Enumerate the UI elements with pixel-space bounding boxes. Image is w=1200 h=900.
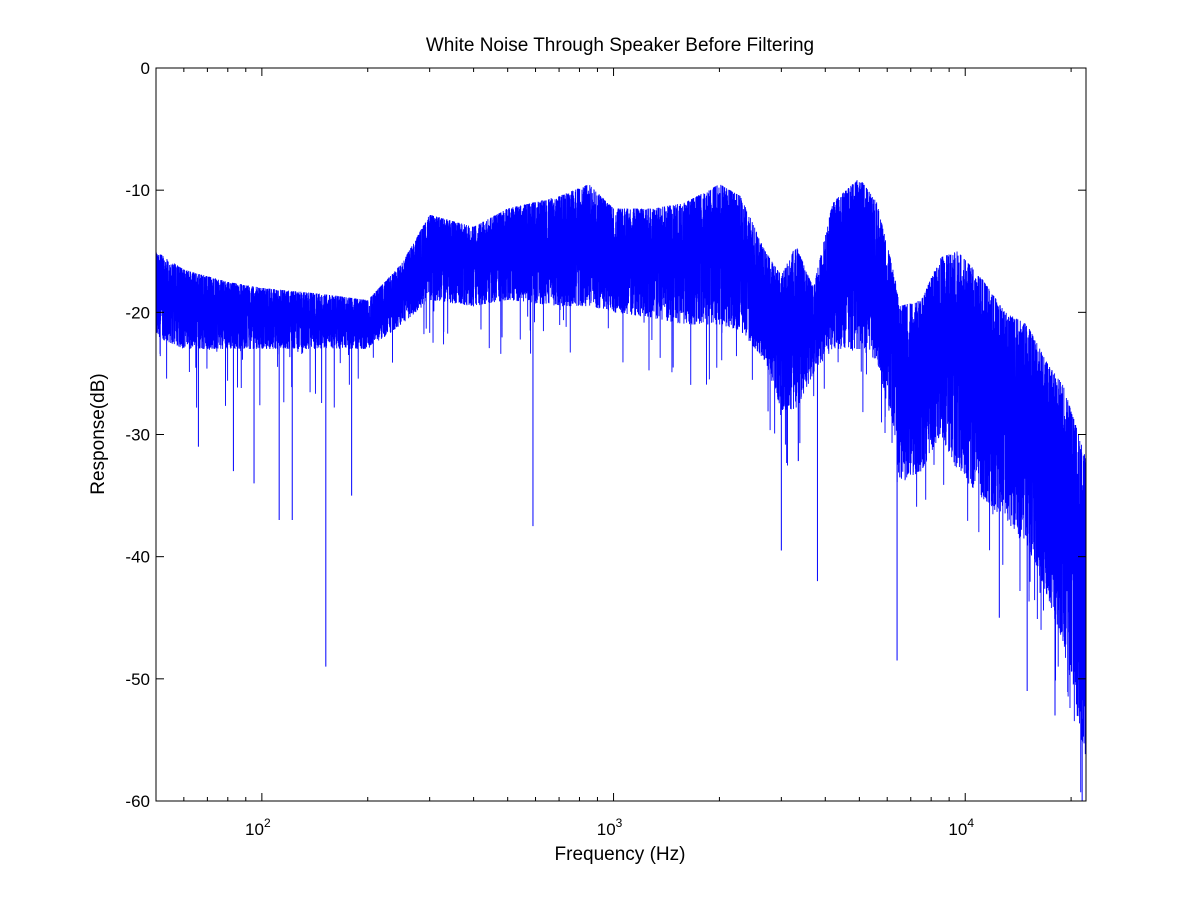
plot-area: 0 -10 -20 -30 -40 -50 -60 102 103 104 — [125, 59, 1087, 839]
chart-title: White Noise Through Speaker Before Filte… — [426, 35, 814, 56]
series-layer — [156, 180, 1086, 801]
x-axis-label: Frequency (Hz) — [555, 844, 686, 865]
y-tick-label: -40 — [125, 548, 150, 567]
y-tick-label: -60 — [125, 792, 150, 811]
y-tick-label: 0 — [141, 59, 150, 78]
x-tick-label: 102 — [245, 816, 271, 839]
response-trace — [156, 180, 1086, 793]
y-axis-label: Response(dB) — [88, 373, 109, 494]
x-tick-label: 104 — [948, 816, 974, 839]
y-tick-label: -30 — [125, 426, 150, 445]
tick-layer: 0 -10 -20 -30 -40 -50 -60 102 103 104 — [125, 59, 1086, 839]
y-tick-label: -50 — [125, 670, 150, 689]
y-tick-label: -10 — [125, 181, 150, 200]
y-tick-label: -20 — [125, 303, 150, 322]
x-tick-label: 103 — [597, 816, 623, 839]
